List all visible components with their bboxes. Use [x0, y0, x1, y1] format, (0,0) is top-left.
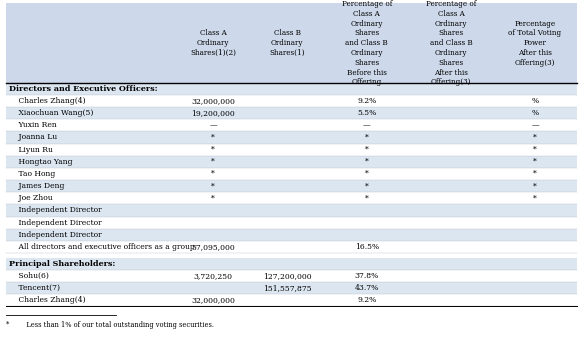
Bar [6, 217, 577, 229]
Bar [6, 119, 577, 131]
Text: Independent Director: Independent Director [9, 231, 101, 239]
Text: Liyun Ru: Liyun Ru [9, 146, 53, 154]
Bar [6, 258, 577, 270]
Text: 151,557,875: 151,557,875 [263, 284, 311, 292]
Text: 37.8%: 37.8% [355, 272, 379, 280]
Text: Tao Hong: Tao Hong [9, 170, 55, 178]
Text: Tencent(7): Tencent(7) [9, 284, 60, 292]
Text: All directors and executive officers as a group: All directors and executive officers as … [9, 243, 194, 251]
Text: 16.5%: 16.5% [355, 243, 379, 251]
Text: —: — [209, 121, 217, 129]
Bar [6, 3, 577, 83]
Bar [6, 83, 577, 95]
Text: %: % [531, 97, 539, 105]
Text: *: * [365, 134, 369, 141]
Text: Joanna Lu: Joanna Lu [9, 134, 57, 141]
Text: *: * [365, 170, 369, 178]
Text: 43.7%: 43.7% [355, 284, 379, 292]
Text: —: — [531, 121, 539, 129]
Text: Class B
Ordinary
Shares(1): Class B Ordinary Shares(1) [269, 29, 305, 57]
Text: 3,720,250: 3,720,250 [194, 272, 233, 280]
Bar [6, 204, 577, 217]
Text: %: % [531, 109, 539, 117]
Bar [6, 180, 577, 192]
Text: 32,000,000: 32,000,000 [191, 97, 235, 105]
Text: —: — [363, 121, 371, 129]
Text: *: * [365, 146, 369, 154]
Text: 19,200,000: 19,200,000 [191, 109, 235, 117]
Text: Independent Director: Independent Director [9, 206, 101, 215]
Text: Percentage
of Total Voting
Power
After this
Offering(3): Percentage of Total Voting Power After t… [509, 20, 561, 67]
Text: *: * [211, 146, 215, 154]
Text: *: * [211, 134, 215, 141]
Text: Class A
Ordinary
Shares(1)(2): Class A Ordinary Shares(1)(2) [190, 29, 236, 57]
Bar [6, 95, 577, 107]
Text: Charles Zhang(4): Charles Zhang(4) [9, 296, 85, 304]
Text: Yuxin Ren: Yuxin Ren [9, 121, 56, 129]
Bar [6, 270, 577, 282]
Text: *: * [211, 158, 215, 166]
Text: Xiaochuan Wang(5): Xiaochuan Wang(5) [9, 109, 93, 117]
Text: *        Less than 1% of our total outstanding voting securities.: * Less than 1% of our total outstanding … [6, 321, 214, 329]
Text: *: * [533, 146, 537, 154]
Text: 9.2%: 9.2% [357, 97, 376, 105]
Text: Principal Shareholders:: Principal Shareholders: [9, 260, 115, 268]
Text: Hongtao Yang: Hongtao Yang [9, 158, 72, 166]
Text: Charles Zhang(4): Charles Zhang(4) [9, 97, 85, 105]
Bar [6, 229, 577, 241]
Text: *: * [365, 158, 369, 166]
Text: 32,000,000: 32,000,000 [191, 296, 235, 304]
Bar [6, 253, 577, 258]
Text: *: * [211, 170, 215, 178]
Text: Joe Zhou: Joe Zhou [9, 194, 52, 202]
Text: *: * [365, 182, 369, 190]
Text: *: * [533, 182, 537, 190]
Bar [6, 156, 577, 168]
Text: 9.2%: 9.2% [357, 296, 376, 304]
Bar [6, 192, 577, 204]
Text: *: * [365, 194, 369, 202]
Bar [6, 294, 577, 306]
Text: *: * [533, 170, 537, 178]
Text: *: * [533, 158, 537, 166]
Bar [6, 282, 577, 294]
Text: Sohu(6): Sohu(6) [9, 272, 49, 280]
Text: 5.5%: 5.5% [357, 109, 376, 117]
Text: Percentage of
Class A
Ordinary
Shares
and Class B
Ordinary
Shares
Before this
Of: Percentage of Class A Ordinary Shares an… [342, 0, 392, 86]
Text: Percentage of
Class A
Ordinary
Shares
and Class B
Ordinary
Shares
After this
Off: Percentage of Class A Ordinary Shares an… [426, 0, 476, 86]
Text: Independent Director: Independent Director [9, 219, 101, 227]
Bar [6, 168, 577, 180]
Text: *: * [533, 194, 537, 202]
Bar [6, 241, 577, 253]
Bar [6, 131, 577, 144]
Text: *: * [211, 182, 215, 190]
Bar [6, 144, 577, 156]
Text: 57,095,000: 57,095,000 [191, 243, 235, 251]
Text: *: * [533, 134, 537, 141]
Text: James Deng: James Deng [9, 182, 64, 190]
Text: Directors and Executive Officers:: Directors and Executive Officers: [9, 85, 157, 93]
Bar [6, 107, 577, 119]
Text: *: * [211, 194, 215, 202]
Text: 127,200,000: 127,200,000 [263, 272, 311, 280]
